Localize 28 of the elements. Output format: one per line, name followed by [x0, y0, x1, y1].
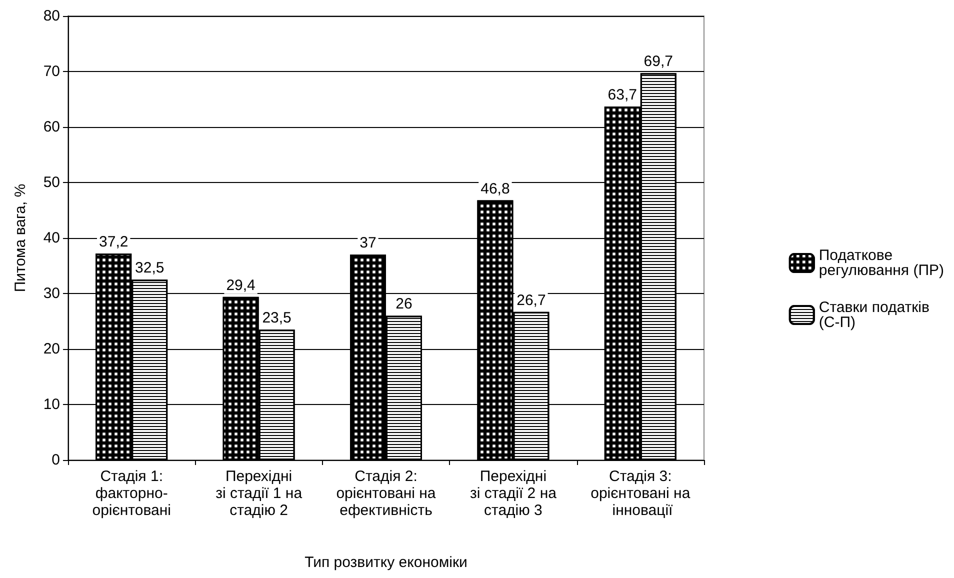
x-tick-label: Стадія 3: орієнтовані на інновації	[590, 468, 691, 519]
x-tick-label: Стадія 1: факторно- орієнтовані	[92, 468, 171, 519]
x-tick-label: Перехідні зі стадії 1 на стадію 2	[216, 468, 303, 519]
data-label: 37	[360, 234, 376, 252]
y-tick-label: 80	[43, 8, 60, 24]
data-label: 37,2	[99, 234, 128, 251]
data-label: 23,5	[262, 310, 292, 327]
data-label: 26	[396, 296, 412, 313]
y-tick-label: 10	[43, 396, 60, 413]
y-axis-title: Питома вага, %	[12, 184, 29, 292]
data-label: 26,7	[516, 292, 546, 309]
data-label: 32,5	[135, 260, 164, 277]
x-tick-label: Стадія 2: орієнтовані на ефективність	[336, 468, 436, 519]
legend-label: Ставки податків (С-П)	[818, 299, 930, 331]
y-tick-label: 20	[43, 340, 60, 358]
y-tick-label: 50	[43, 174, 60, 191]
y-tick-label: 60	[43, 118, 60, 136]
y-tick-label: 40	[43, 230, 60, 246]
y-tick-label: 0	[52, 452, 60, 468]
data-label: 46,8	[480, 180, 510, 198]
y-tick-label: 30	[43, 285, 60, 302]
data-label: 29,4	[226, 276, 256, 294]
y-tick-label: 70	[43, 63, 60, 80]
data-label: 69,7	[644, 53, 673, 70]
legend-label: Податкове регулювання (ПР)	[818, 247, 944, 279]
x-axis-title: Тип розвитку економіки	[304, 554, 468, 571]
data-label: 63,7	[608, 86, 637, 104]
x-tick-label: Перехідні зі стадії 2 на стадію 3	[470, 468, 558, 519]
